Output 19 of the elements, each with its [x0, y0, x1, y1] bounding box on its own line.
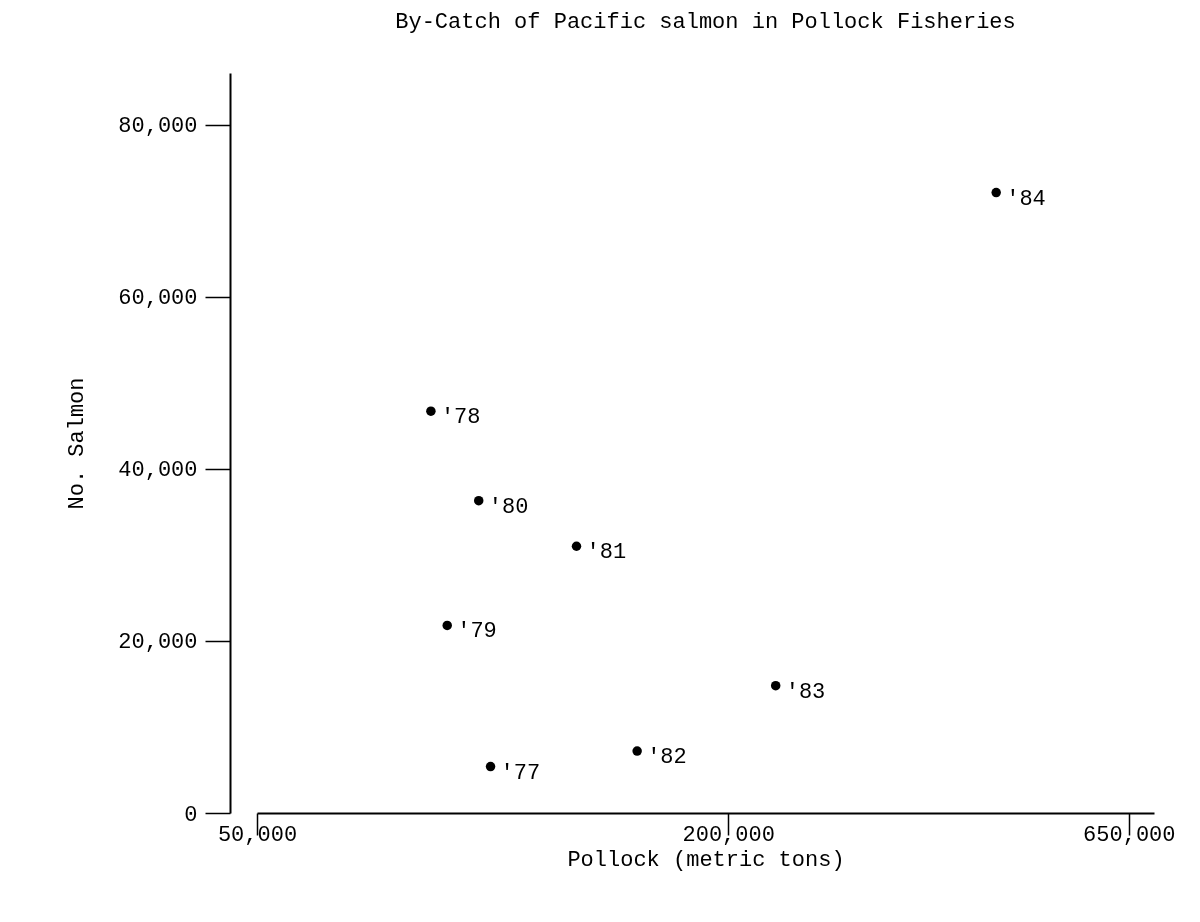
x-tick-label: 650,000	[1083, 822, 1176, 848]
annotation: '77	[500, 760, 541, 786]
y-tick-label: 0	[184, 802, 198, 828]
annotation: '79	[457, 619, 497, 645]
annotation: '81	[586, 540, 627, 566]
x-tick-label: 50,000	[217, 822, 298, 848]
x-tick-label: 200,000	[682, 822, 775, 848]
annotation: '78	[440, 405, 481, 431]
annotation: '84	[1006, 186, 1046, 212]
x-axis-title: Pollock (metric tons)	[567, 847, 845, 873]
annotation: '82	[647, 745, 687, 771]
y-tick-label: 80,000	[118, 114, 198, 140]
annotation: '80	[488, 494, 529, 520]
chart-title: By-Catch of Pacific salmon in Pollock Fisheries	[395, 10, 1016, 35]
y-tick-label: 20,000	[118, 630, 198, 656]
annotation: '83	[785, 679, 826, 705]
y-tick-label: 60,000	[118, 286, 198, 312]
y-tick-label: 40,000	[118, 458, 198, 484]
y-axis-title: No. Salmon	[65, 377, 91, 510]
